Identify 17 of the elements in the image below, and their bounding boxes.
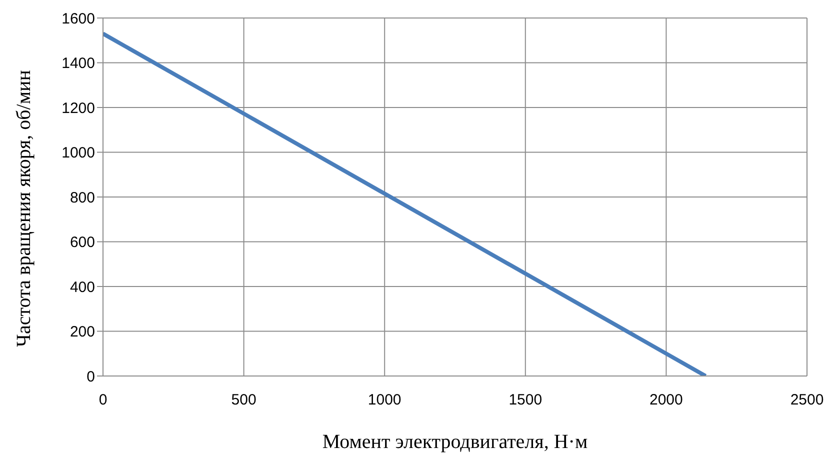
x-tick-label: 1000 [368,392,402,409]
y-tick-label: 800 [70,189,95,206]
x-axis-title: Момент электродвигателя, Н·м [322,431,588,453]
x-tick-label: 1500 [508,392,542,409]
y-tick-label: 600 [70,234,95,252]
y-axis-title: Частота вращения якоря, об/мин [13,70,36,347]
x-tick-label: 2500 [790,392,824,409]
y-tick-label: 1600 [62,10,95,28]
y-tick-label: 0 [86,368,95,386]
y-tick-label: 1200 [62,100,95,117]
y-tick-label: 400 [70,278,95,296]
x-tick-label: 2000 [650,392,683,409]
y-tick-label: 1400 [62,55,95,72]
x-tick-label: 0 [98,392,108,409]
x-tick-label: 500 [231,392,256,409]
y-tick-label: 200 [70,324,95,341]
y-tick-label: 1000 [62,144,95,162]
